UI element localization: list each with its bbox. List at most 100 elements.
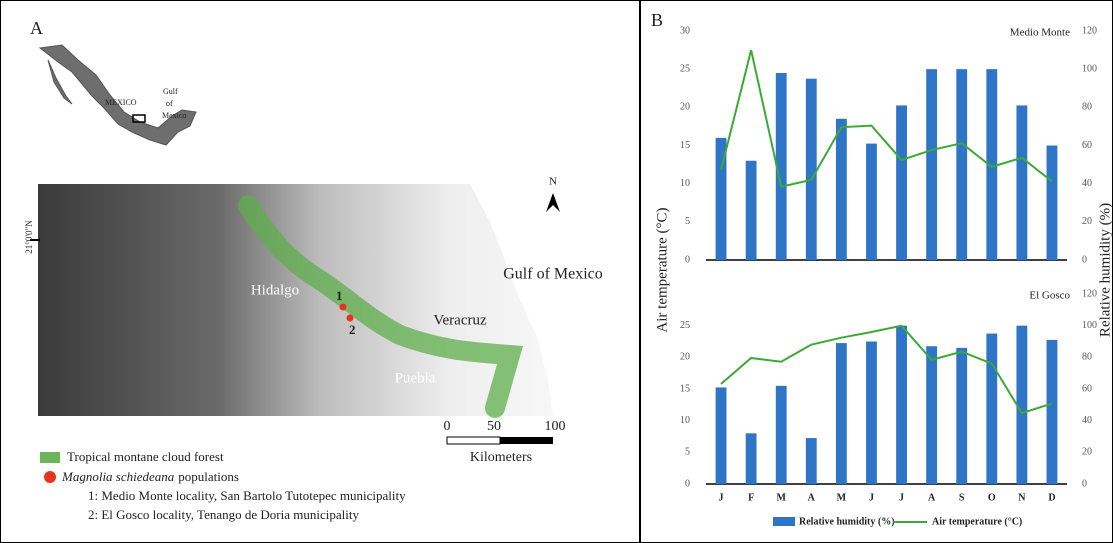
site-label: 2 [349,322,356,337]
x-tick-label: O [988,492,996,503]
site-label: 1 [336,288,343,303]
inset-gulf: Gulf [163,87,178,96]
y-tick-label: 20 [680,352,690,363]
sea-label: Gulf of Mexico [503,266,603,283]
bar [836,119,847,260]
species-name: Magnolia schiedeana [61,469,175,484]
bar [866,342,877,485]
panel-label: A [30,18,43,38]
x-tick-label: F [748,492,754,503]
chart-title: El Gosco [1029,290,1070,302]
bar [986,334,997,484]
x-tick-label: D [1048,492,1055,503]
bar [806,438,817,484]
x-tick-label: J [899,492,904,503]
y2-tick-label: 100 [1082,320,1097,331]
bar [746,433,757,484]
site-dot [347,315,354,322]
x-tick-label: M [776,492,786,503]
x-tick-label: S [959,492,965,503]
chart-title: Medio Monte [1010,27,1070,39]
inset-gulf: of [166,99,173,108]
species-suffix: populations [178,469,239,484]
site-description: 1: Medio Monte locality, San Bartolo Tut… [88,488,406,503]
latitude-label: 21°0'0"N [24,220,34,254]
y-tick-label: 0 [685,254,690,265]
x-tick-label: J [719,492,724,503]
legend-label: Relative humidity (%) [799,516,895,527]
bar [1016,105,1027,260]
y2-tick-label: 120 [1082,288,1097,299]
scale-bar [447,437,500,444]
y-tick-label: 15 [680,383,690,394]
bar [866,144,877,260]
y-tick-label: 10 [680,178,690,189]
relief-map [38,184,553,416]
state-label: Veracruz [433,312,487,328]
figure: A MEXICO Gulf of Mexico 21°0'0"N N Hidal… [0,0,1113,543]
inset-gulf: Mexico [162,111,186,120]
bar [926,346,937,484]
bar [926,69,937,260]
y-tick-label: 5 [685,216,690,227]
bar [746,161,757,260]
state-label: Hidalgo [251,282,299,298]
y-tick-label: 25 [680,320,690,331]
y-tick-label: 20 [680,102,690,113]
legend-label: Tropical montane cloud forest [67,449,224,464]
site-dot [340,304,347,311]
bar [956,69,967,260]
bar [956,348,967,484]
y-tick-label: 15 [680,140,690,151]
y-tick-label: 25 [680,63,690,74]
y2-tick-label: 0 [1082,254,1087,265]
scale-label: 0 [444,419,451,434]
y-tick-label: 5 [685,447,690,458]
legend-swatch [40,452,60,463]
line [721,326,1052,413]
bar [896,326,907,484]
line [721,50,1052,187]
scale-label: 50 [487,419,501,434]
y2-tick-label: 0 [1082,478,1087,489]
y-axis-title: Air temperature (°C) [654,207,670,332]
x-tick-label: M [837,492,847,503]
y-tick-label: 10 [680,415,690,426]
y2-tick-label: 120 [1082,25,1097,36]
y2-tick-label: 60 [1082,383,1092,394]
scale-label: 100 [545,419,566,434]
legend-swatch [773,517,795,526]
bar [836,343,847,484]
bar [1047,146,1058,261]
y2-tick-label: 40 [1082,415,1092,426]
scale-unit: Kilometers [470,450,532,465]
bar [1016,326,1027,484]
legend-label: Air temperature (°C) [932,516,1022,527]
y2-tick-label: 80 [1082,352,1092,363]
y2-tick-label: 20 [1082,447,1092,458]
north-label: N [549,176,557,188]
y2-tick-label: 20 [1082,216,1092,227]
y2-tick-label: 100 [1082,63,1097,74]
y2-axis-title: Relative humidity (%) [1097,203,1113,337]
bar [806,79,817,260]
x-tick-label: J [869,492,874,503]
state-label: Puebla [395,370,436,386]
site-description: 2: El Gosco locality, Tenango de Doria m… [88,507,359,522]
bar [896,105,907,260]
x-tick-label: A [928,492,936,503]
y-tick-label: 30 [680,25,690,36]
y-tick-label: 0 [685,478,690,489]
y2-tick-label: 60 [1082,140,1092,151]
x-tick-label: A [808,492,816,503]
bar [776,386,787,484]
bar [716,387,727,484]
x-tick-label: N [1018,492,1026,503]
panel-label: B [651,10,663,30]
bar [1047,340,1058,484]
legend-swatch [44,471,56,483]
inset-country: MEXICO [105,98,137,107]
y2-tick-label: 80 [1082,102,1092,113]
y2-tick-label: 40 [1082,178,1092,189]
